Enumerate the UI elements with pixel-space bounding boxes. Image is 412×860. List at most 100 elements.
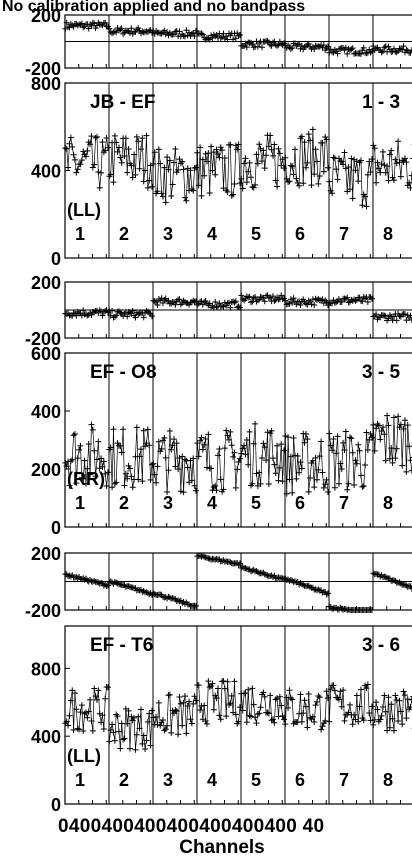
baseline-2-amplitude-point (228, 442, 235, 449)
baseline-3-amplitude-point (166, 691, 173, 698)
baseline-2-amplitude-point (177, 488, 184, 495)
baseline-2-amplitude-point (364, 446, 371, 453)
baseline-1-amplitude-point (142, 167, 149, 174)
baseline-2-amplitude-point (231, 449, 238, 456)
baseline-3-amplitude-point (389, 715, 396, 722)
baseline-1-phase-point (93, 22, 100, 29)
baseline-2-phase-point (320, 300, 327, 307)
baseline-1-amplitude-point (91, 161, 98, 168)
baseline-2-amplitude-point (63, 463, 70, 470)
baseline-2-amplitude-point (172, 463, 179, 470)
baseline-3-amplitude-point (401, 692, 408, 699)
baseline-1-amplitude-point (385, 177, 392, 184)
baseline-3-amplitude-point (235, 718, 242, 725)
baseline-3-polarization: (LL) (67, 746, 101, 766)
baseline-3-subband-label: 8 (383, 770, 393, 790)
baseline-1-amplitude-point (382, 169, 389, 176)
baseline-1-amplitude-point (87, 141, 94, 148)
baseline-1-amplitude-point (308, 182, 315, 189)
baseline-3-amplitude-panel (64, 625, 412, 805)
baseline-1-amplitude-point (190, 187, 197, 194)
baseline-1-phase-point (118, 25, 125, 32)
baseline-3-amplitude-point (177, 700, 184, 707)
baseline-1-phase-point (403, 47, 410, 54)
baseline-2-phase-point (279, 296, 286, 303)
baseline-2-phase-point (232, 298, 239, 305)
baseline-2-phase-point (271, 298, 278, 305)
baseline-2-amplitude-point (406, 443, 412, 450)
baseline-2-amplitude-point (199, 446, 206, 453)
baseline-1-phase-point (77, 21, 84, 28)
baseline-2-amplitude-point (216, 446, 223, 453)
baseline-1-amplitude-point (198, 192, 205, 199)
baseline-1-amplitude-point (104, 144, 111, 151)
baseline-2-phase-point (393, 317, 400, 324)
baseline-3-amplitude-point (393, 696, 400, 703)
baseline-2-amplitude-point (311, 484, 318, 491)
baseline-3-amplitude-point (249, 685, 256, 692)
baseline-3-phase-point (330, 605, 337, 612)
baseline-1-phase-point (349, 45, 356, 52)
baseline-2-amplitude-y-tick-label: 200 (31, 460, 61, 480)
baseline-3-amplitude-point (386, 724, 393, 731)
baseline-2-amplitude-point (341, 446, 348, 453)
baseline-1-amplitude-point (410, 158, 412, 160)
baseline-1-amplitude-point (148, 183, 155, 190)
baseline-1-amplitude-point (327, 187, 334, 194)
baseline-2-phase-point (109, 307, 116, 314)
baseline-1-phase-point (344, 50, 351, 57)
baseline-2-phase-point (135, 311, 142, 318)
baseline-1-phase-point (256, 39, 263, 46)
baseline-3-amplitude-point (379, 703, 386, 710)
baseline-1-amplitude-point (301, 139, 308, 146)
baseline-2-phase-point (117, 309, 124, 316)
baseline-3-amplitude-point (362, 682, 369, 689)
baseline-2-amplitude-point (301, 439, 308, 446)
baseline-1-amplitude-point (245, 168, 252, 175)
baseline-1-amplitude-point (319, 139, 326, 146)
baseline-3-amplitude-point (287, 695, 294, 702)
baseline-2-phase-point (368, 295, 375, 302)
baseline-3-amplitude-point (300, 710, 307, 717)
baseline-2-amplitude-point (137, 446, 144, 453)
baseline-3-amplitude-point (340, 687, 347, 694)
baseline-1-amplitude-point (89, 164, 96, 171)
baseline-1-amplitude-point (208, 143, 215, 150)
baseline-2-amplitude-point (88, 421, 95, 428)
baseline-2-amplitude-point (175, 466, 182, 473)
baseline-2-amplitude-point (275, 477, 282, 484)
baseline-2-phase-point (247, 299, 254, 306)
baseline-3-amplitude-point (305, 690, 312, 697)
baseline-3-amplitude-line (284, 690, 329, 730)
baseline-3-phase-point (368, 607, 375, 613)
baseline-1-amplitude-point (326, 178, 333, 185)
baseline-1-amplitude-point (62, 145, 69, 152)
baseline-1-amplitude-point (286, 178, 293, 185)
baseline-2-amplitude-point (104, 469, 111, 476)
baseline-2-phase-point (245, 294, 252, 301)
baseline-2-phase-point (265, 294, 272, 301)
baseline-2-amplitude-point (114, 440, 121, 447)
baseline-1-phase-point (289, 45, 296, 52)
baseline-3-amplitude-point (298, 718, 305, 725)
baseline-2-amplitude-point (69, 456, 76, 463)
baseline-2-phase-point (364, 299, 371, 306)
baseline-2-amplitude-point (201, 441, 208, 448)
baseline-1-amplitude-point (258, 158, 265, 165)
baseline-2-amplitude-point (151, 471, 158, 478)
baseline-3-amplitude-point (139, 740, 146, 747)
baseline-1-phase-point (312, 42, 319, 49)
baseline-2-amplitude-point (269, 455, 276, 462)
baseline-3-amplitude-point (297, 691, 304, 698)
baseline-1-amplitude-point (203, 158, 210, 165)
baseline-3-amplitude-point (319, 723, 326, 730)
baseline-2-amplitude-point (198, 434, 205, 441)
baseline-3-amplitude-point (330, 682, 337, 689)
baseline-1-amplitude-point (304, 159, 311, 166)
baseline-1-amplitude-point (172, 145, 179, 152)
baseline-2-phase-point (319, 296, 326, 303)
baseline-1-phase-point (63, 19, 70, 26)
baseline-3-phase-point (102, 581, 109, 588)
baseline-2-amplitude-point (396, 424, 403, 431)
baseline-2-phase-point (78, 312, 85, 319)
